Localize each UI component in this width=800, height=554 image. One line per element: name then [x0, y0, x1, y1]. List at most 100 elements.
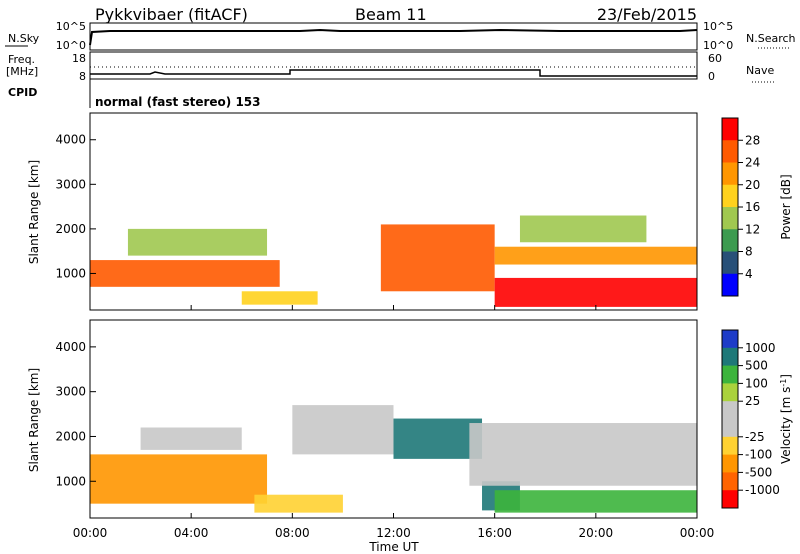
power-data-region [494, 246, 697, 265]
cpid-mode-text: normal (fast stereo) 153 [95, 95, 261, 109]
velocity-colorbar-band [722, 347, 738, 367]
velocity-data-region [90, 454, 268, 504]
range-tick-label: 4000 [55, 133, 86, 147]
velocity-colorbar: 1000 500 100 25 -25 -100 -500 -1000 Velocity [m… [721, 329, 793, 509]
power-panel: 4000 3000 2000 1000 Slant Range [km] [27, 112, 698, 311]
power-colorbar-band [722, 140, 738, 163]
velocity-colorbar-bands [722, 330, 738, 509]
velocity-panel: 4000 3000 2000 1000 Slant Range [km] [27, 319, 698, 519]
velocity-data-region [393, 418, 483, 459]
range-tick-label: 1000 [55, 266, 86, 280]
freq-label-line2: [MHz] [6, 65, 38, 78]
time-axis-ticks: 00:00 04:00 08:00 12:00 16:00 20:00 00:00 [73, 305, 715, 540]
power-colorbar-tick-label: 28 [745, 133, 760, 147]
power-colorbar-tick-label: 12 [745, 222, 760, 236]
range-tick-label: 3000 [55, 177, 86, 191]
power-colorbar-band [722, 118, 738, 141]
velocity-colorbar-band [722, 472, 738, 491]
range-tick-label: 2000 [55, 222, 86, 236]
range-tick-label: 4000 [55, 340, 86, 354]
freq-label-line1: Freq. [8, 53, 35, 66]
range-tick-label: 1000 [55, 474, 86, 488]
freq-tick-top: 18 [72, 52, 86, 65]
power-colorbar-tick-label: 20 [745, 178, 760, 192]
power-data-cells [90, 215, 697, 307]
power-colorbar-tick-label: 16 [745, 200, 760, 214]
noise-trace [89, 28, 698, 46]
time-tick-label: 16:00 [477, 526, 512, 540]
velocity-label-end: ] [779, 374, 793, 379]
freq-tick-bottom: 8 [79, 70, 86, 83]
power-colorbar-band [722, 251, 738, 275]
velocity-colorbar-tick-label: 25 [745, 394, 760, 408]
velocity-data-region [469, 423, 697, 486]
noise-right-tick-bottom: 10^0 [703, 39, 733, 52]
nave-tick-bottom: 0 [708, 70, 715, 83]
velocity-data-cells [90, 405, 697, 513]
velocity-yaxis-ticks: 4000 3000 2000 1000 [55, 340, 96, 488]
power-colorbar-tick-label: 4 [745, 267, 753, 281]
power-ylabel: Slant Range [km] [27, 160, 41, 264]
velocity-colorbar-tick-label: -500 [745, 465, 772, 479]
nave-label: Nave [746, 64, 774, 77]
velocity-label-sup: -1 [779, 379, 788, 387]
cpid-label: CPID [8, 86, 37, 99]
velocity-colorbar-frame [721, 329, 739, 509]
velocity-data-region [292, 405, 394, 455]
power-colorbar: 28 24 20 16 12 8 4 Power [dB] [721, 117, 793, 297]
power-colorbar-band [722, 207, 738, 230]
velocity-colorbar-label: Velocity [m s-1] [779, 374, 793, 464]
power-colorbar-tick-label: 8 [745, 245, 753, 259]
station-title: Pykkvibaer (fitACF) [95, 5, 248, 24]
velocity-colorbar-band [722, 454, 738, 473]
range-tick-label: 2000 [55, 429, 86, 443]
power-colorbar-band [722, 229, 738, 252]
noise-right-label: N.Search [746, 32, 796, 45]
noise-right-tick-top: 10^5 [703, 20, 733, 33]
velocity-data-region [140, 427, 242, 450]
beam-title: Beam 11 [355, 5, 427, 24]
noise-left-tick-top: 10^5 [56, 20, 86, 33]
power-colorbar-ticks: 28 24 20 16 12 8 4 [738, 133, 760, 281]
time-tick-label: 00:00 [680, 526, 715, 540]
nave-tick-top: 60 [708, 52, 722, 65]
velocity-colorbar-tick-label: -100 [745, 448, 772, 462]
velocity-colorbar-tick-label: 100 [745, 376, 768, 390]
noise-panel: N.Sky 10^5 10^0 10^5 10^0 N.Search [5, 20, 796, 52]
power-data-region [494, 277, 697, 307]
power-colorbar-band [722, 162, 738, 186]
noise-panel-frame [89, 22, 698, 51]
velocity-colorbar-band [722, 490, 738, 509]
power-data-region [127, 228, 268, 256]
time-tick-label: 12:00 [376, 526, 411, 540]
power-data-region [90, 260, 280, 287]
cpid-panel: CPID normal (fast stereo) 153 [8, 79, 261, 109]
velocity-colorbar-band [722, 436, 738, 456]
velocity-colorbar-band [722, 365, 738, 384]
frequency-trace [90, 69, 697, 77]
frequency-panel-frame [89, 51, 698, 80]
power-colorbar-label: Power [dB] [779, 174, 793, 239]
velocity-ylabel: Slant Range [km] [27, 368, 41, 472]
power-colorbar-bands [722, 118, 738, 297]
power-data-region [380, 224, 495, 292]
frequency-panel: Freq. [MHz] 18 8 60 0 Nave [6, 51, 775, 83]
velocity-colorbar-tick-label: -25 [745, 430, 765, 444]
velocity-colorbar-band [722, 419, 738, 438]
time-tick-label: 04:00 [174, 526, 209, 540]
power-colorbar-band [722, 273, 738, 297]
time-tick-label: 08:00 [275, 526, 310, 540]
velocity-colorbar-band [722, 401, 738, 420]
velocity-colorbar-tick-label: 500 [745, 359, 768, 373]
date-title: 23/Feb/2015 [597, 5, 697, 24]
velocity-colorbar-tick-label: 1000 [745, 341, 776, 355]
velocity-colorbar-band [722, 330, 738, 349]
velocity-data-region [254, 494, 343, 513]
noise-left-tick-bottom: 10^0 [56, 39, 86, 52]
power-colorbar-band [722, 184, 738, 208]
velocity-colorbar-band [722, 383, 738, 402]
velocity-data-region [494, 490, 697, 513]
power-yaxis-ticks: 4000 3000 2000 1000 [55, 133, 96, 280]
noise-left-label: N.Sky [8, 32, 40, 45]
